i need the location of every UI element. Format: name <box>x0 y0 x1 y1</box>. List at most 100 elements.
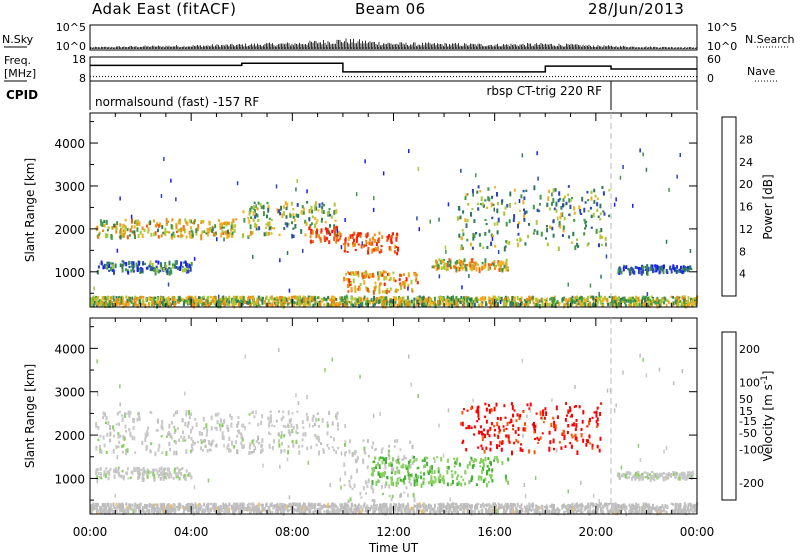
velocity-cell <box>477 412 480 418</box>
power-cell <box>116 221 119 226</box>
velocity-cell <box>163 472 166 476</box>
power-cell <box>181 265 184 268</box>
power-cell <box>583 303 586 306</box>
power-noise-cell <box>668 187 670 192</box>
velocity-cell <box>392 467 395 472</box>
velocity-cell <box>344 471 347 476</box>
power-cell <box>571 295 574 299</box>
power-cell <box>265 226 268 229</box>
velocity-cell <box>337 446 340 450</box>
velocity-cell <box>308 503 311 507</box>
power-cell <box>334 230 337 236</box>
velocity-cell <box>665 475 667 481</box>
power-cell <box>163 267 165 272</box>
velocity-cell <box>573 405 576 408</box>
velocity-cell <box>496 444 498 449</box>
power-cell <box>148 221 151 226</box>
power-cell <box>531 295 534 300</box>
power-cell <box>221 229 224 233</box>
power-cell <box>433 300 436 305</box>
power-cell <box>165 218 168 223</box>
velocity-cell <box>485 483 488 488</box>
power-cell <box>504 297 507 301</box>
power-cell <box>226 298 229 302</box>
velocity-cell <box>258 510 261 514</box>
power-noise-cell <box>252 254 254 259</box>
power-cell <box>242 210 245 214</box>
power-cell <box>476 190 479 194</box>
power-cell <box>162 296 165 300</box>
velocity-cell <box>539 410 542 416</box>
power-cell <box>153 219 155 223</box>
power-cell <box>188 302 191 306</box>
velocity-cell <box>109 431 112 437</box>
power-ytick-label: 2000 <box>54 223 85 237</box>
velocity-cell <box>205 423 208 429</box>
velocity-cell <box>349 497 352 502</box>
velocity-cell <box>413 479 416 484</box>
velocity-cell <box>446 470 449 475</box>
power-cell <box>169 267 172 272</box>
velocity-cell <box>145 446 148 452</box>
velocity-cell <box>296 431 299 435</box>
velocity-cell <box>162 473 165 478</box>
power-cell <box>592 302 595 307</box>
power-cell <box>669 267 672 271</box>
velocity-cell <box>550 503 553 507</box>
power-feature-5 <box>343 270 419 295</box>
power-cell <box>190 219 192 224</box>
power-cell <box>686 302 689 307</box>
velocity-cell <box>564 445 567 448</box>
velocity-cell <box>189 428 192 434</box>
velocity-cell <box>193 441 196 445</box>
power-cell <box>396 252 399 256</box>
power-cell <box>570 298 573 302</box>
power-cell <box>372 302 375 308</box>
power-cell <box>224 230 227 235</box>
power-cell <box>611 296 614 300</box>
velocity-cell <box>383 457 386 461</box>
power-ylabel: Slant Range [km] <box>23 158 37 262</box>
velocity-cell <box>566 414 568 417</box>
power-cell <box>255 303 258 308</box>
power-cell <box>419 297 422 302</box>
power-cell <box>369 273 372 278</box>
velocity-cell <box>126 467 129 471</box>
velocity-cell <box>190 437 193 441</box>
power-cell <box>490 263 493 266</box>
power-noise-cell <box>295 187 297 192</box>
freq-tick-top: 18 <box>72 53 86 66</box>
velocity-cell <box>407 465 410 471</box>
power-cell <box>361 272 364 277</box>
velocity-cell <box>431 479 434 485</box>
power-cell <box>586 190 589 194</box>
velocity-cell <box>628 476 631 479</box>
power-cell <box>110 301 113 305</box>
power-cell <box>647 302 649 308</box>
power-cell <box>505 240 507 243</box>
velocity-cell <box>141 477 144 482</box>
velocity-cell <box>599 436 602 441</box>
power-cell <box>476 202 479 206</box>
velocity-cell <box>141 440 144 446</box>
power-cell <box>320 220 323 223</box>
velocity-cell <box>684 476 687 481</box>
velocity-cell <box>379 473 381 478</box>
velocity-cell <box>542 421 545 424</box>
velocity-cell <box>575 405 577 408</box>
power-cell <box>188 301 191 304</box>
power-cell <box>306 299 308 304</box>
velocity-cell <box>507 434 510 439</box>
velocity-cell <box>693 506 696 509</box>
velocity-cell <box>183 435 186 439</box>
power-cell <box>400 274 403 277</box>
power-cell <box>323 303 326 306</box>
power-cell <box>680 265 682 270</box>
velocity-cell <box>490 461 492 466</box>
power-cell <box>126 228 129 232</box>
power-noise-cell <box>288 288 291 293</box>
velocity-cell <box>108 509 111 514</box>
velocity-cell <box>646 473 649 479</box>
velocity-cell <box>412 492 415 498</box>
velocity-cell <box>406 509 409 514</box>
